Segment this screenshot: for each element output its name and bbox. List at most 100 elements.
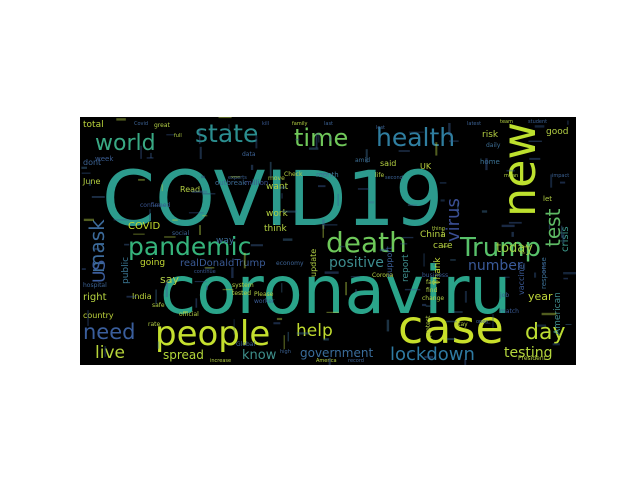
filler-mark [113,219,130,221]
filler-mark [402,236,414,239]
filler-mark [320,173,329,175]
wordcloud-panel: COVID19 coronaviru case new people pande… [80,117,576,365]
filler-mark [322,225,324,238]
filler-mark [368,201,375,204]
filler-mark [407,351,413,353]
word-time: time [294,124,348,152]
filler-mark [321,224,338,226]
word-way: way [216,236,235,246]
filler-mark [91,196,105,198]
word-home: home [480,158,500,166]
filler-mark [560,181,566,184]
word-open: open [476,319,488,325]
filler-mark [324,271,339,274]
filler-mark [386,319,390,332]
word-china: China [420,230,446,240]
filler-mark [231,267,234,279]
filler-mark [534,272,537,278]
wordcloud-filler-texture [81,117,576,365]
word-record: record [348,358,364,364]
word-death: death [326,226,407,259]
filler-mark [407,204,418,206]
word-lost: lost [376,125,385,131]
filler-mark [191,190,208,193]
word-year: year [528,290,553,303]
filler-mark [280,186,286,189]
word-daily: daily [486,142,501,149]
filler-mark [485,322,491,324]
filler-mark [295,138,300,141]
filler-mark [165,281,168,298]
filler-mark [339,245,345,248]
filler-mark [457,202,459,214]
filler-mark [404,288,421,291]
filler-mark [357,188,369,190]
filler-mark [157,341,160,349]
filler-mark [198,129,201,145]
filler-mark [441,228,443,237]
word-good: good [546,127,568,137]
word-second: second [385,175,403,181]
filler-mark [287,331,289,342]
word-india: India [132,292,152,301]
word-find: find [426,287,438,294]
word-country: country [83,311,114,320]
word-experts: experts [228,175,247,181]
filler-mark [398,150,410,152]
filler-mark [201,175,206,179]
word-team: team [500,119,513,125]
filler-mark [273,322,281,325]
filler-mark [345,282,347,296]
filler-mark [440,199,445,202]
filler-mark [149,209,151,221]
word-change: change [422,295,444,302]
filler-mark [172,219,178,221]
word-risk: risk [482,130,499,140]
filler-mark [433,260,435,266]
filler-mark [199,225,201,235]
word-corona: Corona [372,272,394,279]
filler-mark [283,335,285,350]
filler-mark [446,338,456,341]
filler-mark [439,182,447,184]
word-mean: mean [504,173,518,179]
filler-mark [422,303,427,307]
word-state: state [195,119,258,148]
filler-mark [323,338,329,341]
filler-mark [195,298,198,308]
filler-mark [452,311,463,313]
filler-mark [202,215,208,217]
filler-mark [228,124,230,130]
filler-mark [250,164,254,171]
word-global: Global [236,341,255,348]
filler-mark [281,283,283,293]
word-covid19: COVID19 [102,154,443,243]
word-president: President [518,355,547,362]
word-american: American [553,292,563,335]
word-day: day [525,320,565,345]
word-amid: amid [355,157,370,164]
filler-mark [206,285,209,290]
filler-mark [379,248,388,252]
word-last: last [324,121,333,127]
word-full: full [174,133,182,139]
word-uk: UK [420,162,432,171]
word-face: face [426,279,439,286]
filler-mark [138,178,145,181]
word-tested: tested [232,290,251,297]
filler-mark [548,224,551,230]
word-dont: dont [83,158,101,167]
filler-mark [529,157,541,160]
filler-mark [322,219,325,229]
word-virus: virus [443,198,464,242]
word-covid: COVID [128,221,160,232]
filler-mark [281,193,283,199]
word-read: Read [180,185,200,194]
word-support: support [385,246,394,277]
filler-mark [204,267,215,269]
word-worker: worker [254,298,275,305]
filler-mark [365,149,368,163]
filler-mark [449,140,459,142]
word-million: million [245,179,268,187]
filler-mark [255,135,258,149]
